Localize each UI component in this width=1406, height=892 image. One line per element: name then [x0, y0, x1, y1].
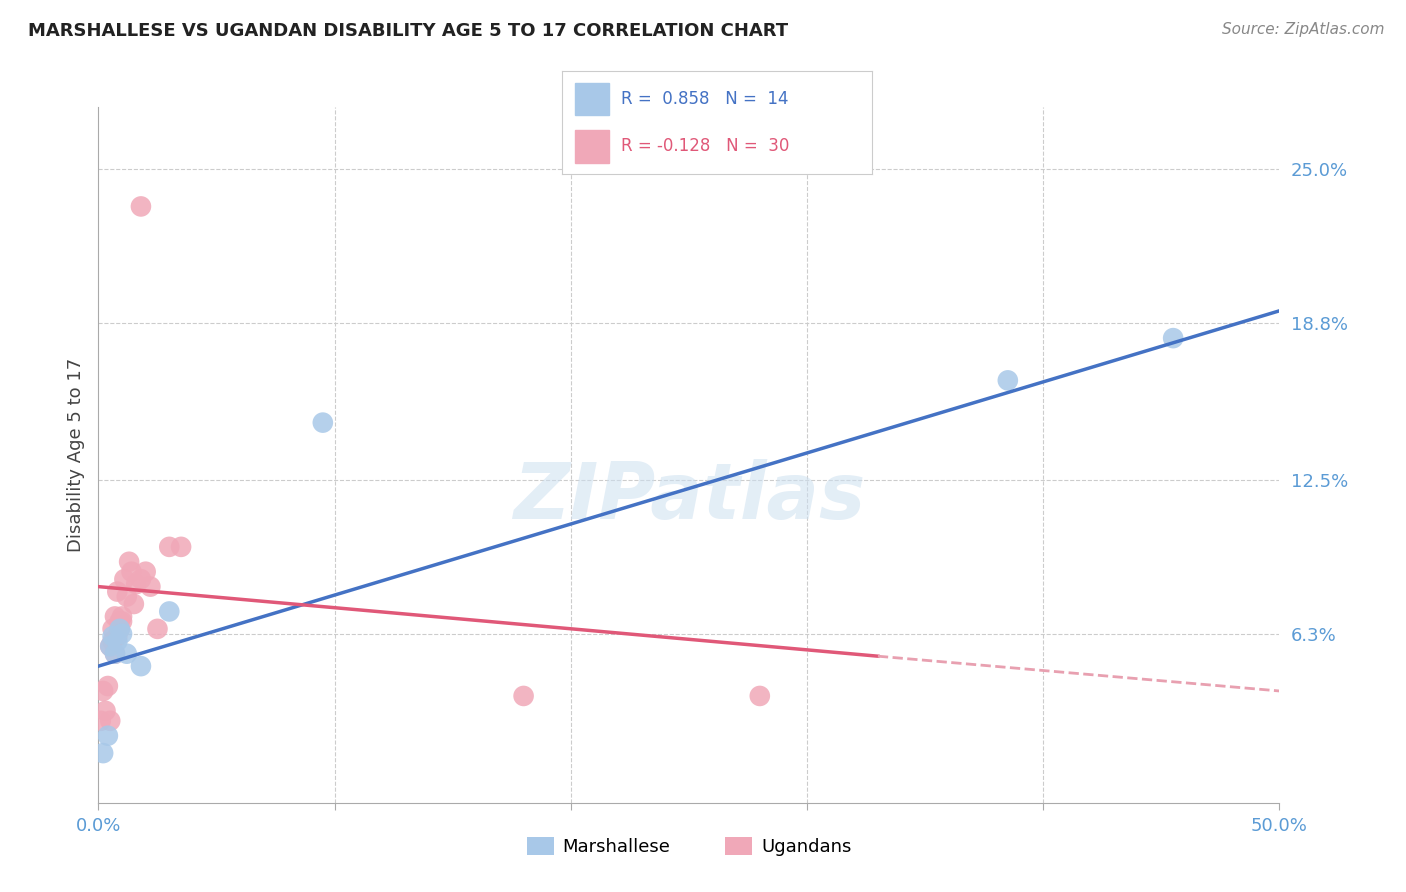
Point: [125, 577, 148, 591]
Point: [97, 729, 120, 743]
Point: [111, 627, 134, 641]
Point: [115, 647, 138, 661]
Point: [170, 540, 193, 554]
Point: [98, 714, 121, 728]
Point: [157, 540, 180, 554]
Point: [105, 634, 128, 648]
Point: [105, 629, 128, 643]
Point: [98, 639, 121, 653]
Text: MARSHALLESE VS UGANDAN DISABILITY AGE 5 TO 17 CORRELATION CHART: MARSHALLESE VS UGANDAN DISABILITY AGE 5 …: [28, 22, 789, 40]
Point: [118, 555, 141, 569]
Point: [101, 634, 124, 648]
Point: [997, 373, 1019, 387]
Point: [115, 590, 138, 604]
Point: [312, 416, 335, 430]
Point: [104, 609, 127, 624]
Point: [108, 622, 131, 636]
Point: [101, 629, 124, 643]
Point: [98, 639, 121, 653]
Point: [108, 615, 131, 629]
Point: [108, 622, 131, 636]
Point: [91, 684, 114, 698]
Bar: [575, 83, 609, 115]
Bar: [575, 130, 609, 162]
Point: [112, 572, 135, 586]
Y-axis label: Disability Age 5 to 17: Disability Age 5 to 17: [66, 358, 84, 552]
Point: [121, 565, 143, 579]
Text: R = -0.128   N =  30: R = -0.128 N = 30: [621, 136, 790, 154]
Point: [129, 659, 152, 673]
Point: [129, 199, 152, 213]
Text: ZIPatlas: ZIPatlas: [513, 458, 865, 534]
Point: [104, 647, 127, 661]
Point: [139, 580, 162, 594]
Point: [97, 679, 120, 693]
Point: [101, 622, 124, 636]
Point: [122, 597, 145, 611]
Point: [111, 609, 134, 624]
Point: [157, 605, 180, 619]
Point: [748, 689, 770, 703]
Text: R =  0.858   N =  14: R = 0.858 N = 14: [621, 89, 789, 108]
Point: [94, 704, 117, 718]
Point: [91, 746, 114, 760]
Point: [135, 565, 157, 579]
Point: [512, 689, 534, 703]
Point: [90, 714, 112, 728]
Point: [105, 584, 128, 599]
Text: Source: ZipAtlas.com: Source: ZipAtlas.com: [1222, 22, 1385, 37]
Point: [146, 622, 169, 636]
Point: [111, 615, 134, 629]
Point: [129, 572, 152, 586]
Legend: Marshallese, Ugandans: Marshallese, Ugandans: [519, 830, 859, 863]
Point: [104, 647, 127, 661]
Point: [1161, 331, 1184, 345]
